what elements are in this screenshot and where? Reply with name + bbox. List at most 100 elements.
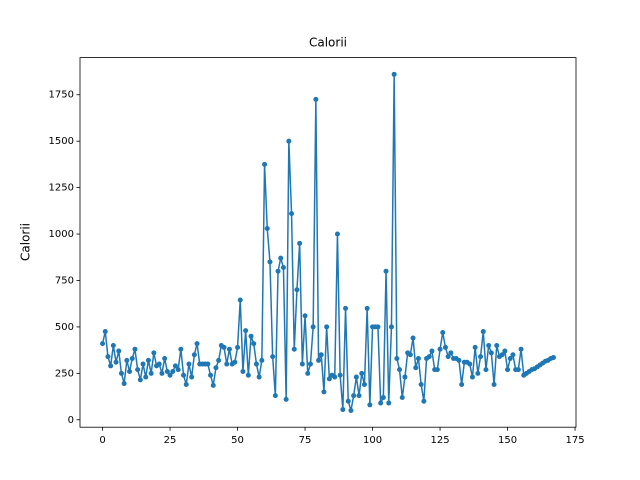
data-point <box>145 357 151 363</box>
data-point <box>442 344 448 350</box>
data-point <box>264 225 270 231</box>
data-point <box>132 346 138 352</box>
data-point <box>515 367 521 373</box>
data-point <box>291 346 297 352</box>
data-point <box>232 359 238 365</box>
y-tick-label: 0 <box>68 415 74 426</box>
x-tick-label: 25 <box>164 435 177 446</box>
data-point <box>518 346 524 352</box>
data-point <box>318 352 324 358</box>
data-point <box>235 344 241 350</box>
data-point <box>467 361 473 367</box>
data-point <box>105 354 111 360</box>
data-point <box>100 341 106 347</box>
data-point <box>426 354 432 360</box>
data-point <box>434 367 440 373</box>
data-point <box>386 400 392 406</box>
data-point <box>340 407 346 413</box>
data-point <box>156 361 162 367</box>
data-point <box>337 372 343 378</box>
data-point <box>302 313 308 319</box>
data-point <box>170 368 176 374</box>
data-point <box>280 264 286 270</box>
data-point <box>205 361 211 367</box>
data-point <box>316 357 322 363</box>
data-point <box>124 357 130 363</box>
data-point <box>245 372 251 378</box>
y-tick-label: 1250 <box>49 183 74 194</box>
data-point <box>491 381 497 387</box>
data-point <box>326 376 332 382</box>
data-point <box>472 344 478 350</box>
data-point <box>459 381 465 387</box>
data-point <box>283 396 289 402</box>
data-point <box>137 377 143 383</box>
data-point <box>186 361 192 367</box>
data-point <box>502 348 508 354</box>
data-point <box>388 324 394 330</box>
data-point <box>140 361 146 367</box>
data-point <box>345 398 351 404</box>
data-point <box>353 374 359 380</box>
data-point <box>116 348 122 354</box>
data-point <box>321 389 327 395</box>
y-tick-label: 250 <box>55 368 74 379</box>
data-point <box>221 344 227 350</box>
data-point <box>226 346 232 352</box>
data-point <box>507 355 513 361</box>
chart-title: Calorii <box>309 36 347 50</box>
data-point <box>178 346 184 352</box>
data-point <box>113 359 119 365</box>
x-tick-label: 125 <box>431 435 450 446</box>
data-point <box>172 363 178 369</box>
data-point <box>391 71 397 77</box>
data-point <box>127 368 133 374</box>
data-point <box>499 352 505 358</box>
data-point <box>415 355 421 361</box>
data-point <box>307 361 313 367</box>
data-point <box>210 382 216 388</box>
data-point <box>286 138 292 144</box>
data-point <box>305 370 311 376</box>
data-point <box>256 374 262 380</box>
data-point <box>361 381 367 387</box>
y-tick-label: 500 <box>55 322 74 333</box>
data-point <box>275 268 281 274</box>
data-point <box>216 357 222 363</box>
y-tick-label: 1500 <box>49 136 74 147</box>
y-axis-label: Calorii <box>19 223 33 261</box>
data-point <box>505 367 511 373</box>
data-point <box>267 259 273 265</box>
data-point <box>550 355 556 361</box>
data-point <box>272 393 278 399</box>
data-point <box>475 370 481 376</box>
data-point <box>148 370 154 376</box>
data-point <box>189 374 195 380</box>
data-point <box>243 328 249 334</box>
data-point <box>402 374 408 380</box>
data-point <box>456 357 462 363</box>
data-point <box>251 341 257 347</box>
data-point <box>510 352 516 358</box>
data-point <box>183 381 189 387</box>
data-point <box>248 333 254 339</box>
data-point <box>448 350 454 356</box>
x-tick-label: 0 <box>99 435 105 446</box>
data-point <box>164 368 170 374</box>
data-point <box>469 374 475 380</box>
data-point <box>159 370 165 376</box>
data-point <box>253 361 259 367</box>
data-point <box>440 329 446 335</box>
data-point <box>437 346 443 352</box>
data-point <box>224 361 230 367</box>
data-point <box>421 398 427 404</box>
data-point <box>478 354 484 360</box>
data-point <box>167 372 173 378</box>
data-point <box>334 231 340 237</box>
data-point <box>181 372 187 378</box>
data-point <box>397 367 403 373</box>
data-point <box>332 374 338 380</box>
data-point <box>356 393 362 399</box>
data-point <box>143 374 149 380</box>
